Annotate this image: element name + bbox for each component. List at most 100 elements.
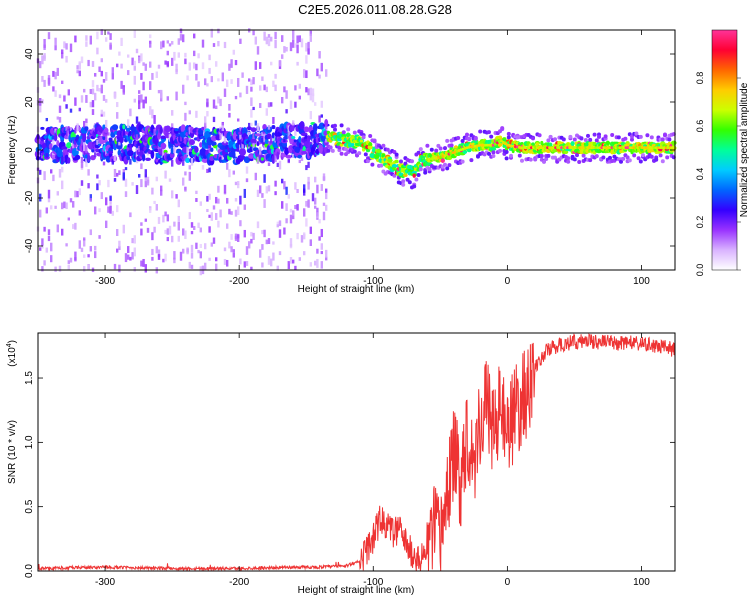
spectrogram-cell	[667, 137, 672, 142]
spectrogram-cell	[418, 167, 423, 172]
spectrogram-cell	[74, 35, 77, 43]
spectrogram-cell	[94, 245, 97, 251]
spectrogram-cell	[307, 48, 310, 55]
spectrogram-cell	[638, 134, 643, 139]
spectrogram-cell	[210, 242, 213, 247]
spectrogram-cell	[177, 221, 180, 231]
spectrogram-cell	[206, 208, 209, 213]
spectrogram-cell	[80, 156, 84, 164]
spectrogram-cell	[298, 159, 301, 164]
spectrogram-cell	[298, 35, 301, 43]
spectrogram-cell	[506, 131, 511, 136]
spectrogram-cell	[478, 129, 483, 134]
spectrogram-cell	[190, 264, 194, 269]
spectrogram-cell	[289, 208, 293, 213]
spectrogram-cell	[208, 67, 211, 74]
spectrogram-cell	[173, 221, 176, 227]
spectrogram-cell	[67, 265, 70, 269]
spectrogram-cell	[217, 96, 220, 104]
spectrogram-cell	[157, 254, 161, 260]
spectrogram-cell	[256, 123, 260, 132]
spectrogram-cell	[141, 153, 146, 162]
spectrogram-cell	[588, 137, 593, 142]
spectrogram-cell	[140, 53, 143, 62]
spectrogram-cell	[416, 150, 421, 155]
spectrogram-cell	[632, 153, 637, 158]
spectrogram-cell	[361, 135, 366, 140]
spectrogram-cell	[133, 98, 136, 103]
spectrogram-cell	[217, 28, 220, 34]
colorbar-tick-label: 0.8	[695, 72, 705, 85]
spectrogram-cell	[261, 138, 264, 143]
spectrogram-cell	[645, 133, 650, 138]
spectrogram-cell	[208, 54, 211, 61]
spectrogram-cell	[208, 167, 211, 173]
spectrogram-cell	[226, 162, 229, 170]
spectrogram-cell	[248, 78, 251, 82]
spectrogram-cell	[82, 133, 87, 143]
spectrogram-cell	[309, 226, 312, 234]
spectrogram-cell	[39, 193, 42, 202]
spectrogram-y-tick-label: -20	[24, 190, 35, 205]
spectrogram-cell	[41, 266, 44, 272]
spectrogram-cell	[105, 197, 108, 206]
spectrogram-cell	[256, 221, 260, 229]
spectrogram-cell	[127, 119, 130, 128]
spectrogram-cell	[658, 153, 663, 158]
spectrogram-cell	[226, 197, 229, 204]
spectrogram-cell	[259, 249, 262, 258]
spectrogram-cell	[299, 121, 305, 130]
spectrogram-cell	[537, 133, 542, 138]
spectrogram-cell	[276, 224, 279, 228]
spectrogram-cell	[109, 205, 112, 214]
spectrogram-cell	[270, 36, 273, 42]
spectrogram-cell	[157, 129, 161, 138]
spectrogram-cell	[47, 229, 51, 236]
spectrogram-cell	[197, 81, 200, 87]
spectrogram-cell	[579, 136, 584, 141]
spectrogram-cell	[58, 265, 62, 272]
spectrogram-cell	[80, 161, 84, 168]
spectrogram-cell	[96, 183, 99, 191]
spectrogram-cell	[138, 174, 141, 178]
snr-x-tick-label: -300	[95, 577, 115, 588]
spectrogram-cell	[173, 257, 176, 264]
spectrogram-cell	[316, 258, 319, 268]
spectrogram-cell	[116, 248, 119, 253]
spectrogram-cell	[85, 145, 88, 153]
spectrogram-cell	[65, 104, 68, 109]
spectrogram-cell	[100, 192, 103, 200]
spectrogram-cell	[199, 251, 202, 259]
spectrogram-cell	[67, 260, 70, 264]
spectrogram-cell	[436, 143, 441, 148]
spectrogram-cell	[429, 147, 434, 152]
spectrogram-cell	[359, 139, 363, 143]
spectrogram-cell	[325, 192, 328, 200]
spectrogram-cell	[153, 226, 156, 233]
spectrogram-cell	[72, 223, 75, 229]
spectrogram-cell	[267, 124, 271, 130]
spectrogram-cell	[368, 133, 373, 138]
spectrogram-cell	[318, 115, 321, 123]
spectrogram-cell	[314, 102, 317, 106]
spectrogram-cell	[118, 245, 121, 251]
spectrogram-cell	[318, 51, 321, 59]
spectrogram-cell	[133, 247, 136, 257]
spectrogram-cell	[171, 159, 174, 167]
spectrogram-cell	[39, 169, 42, 175]
spectrogram-cell	[311, 93, 315, 103]
spectrogram-cell	[621, 156, 626, 161]
spectrogram-cell	[245, 85, 249, 94]
spectrogram-cell	[263, 145, 266, 150]
spectrogram-cell	[184, 171, 187, 176]
spectrogram-cell	[162, 214, 165, 223]
spectrogram-cell	[171, 41, 174, 45]
spectrogram-cell	[113, 263, 117, 270]
spectrogram-cell	[204, 78, 207, 86]
spectrogram-cell	[179, 34, 183, 41]
spectrogram-cell	[144, 169, 147, 178]
spectrogram-cell	[138, 90, 141, 94]
spectrogram-cell	[274, 155, 277, 163]
spectrogram-cell	[208, 148, 211, 153]
